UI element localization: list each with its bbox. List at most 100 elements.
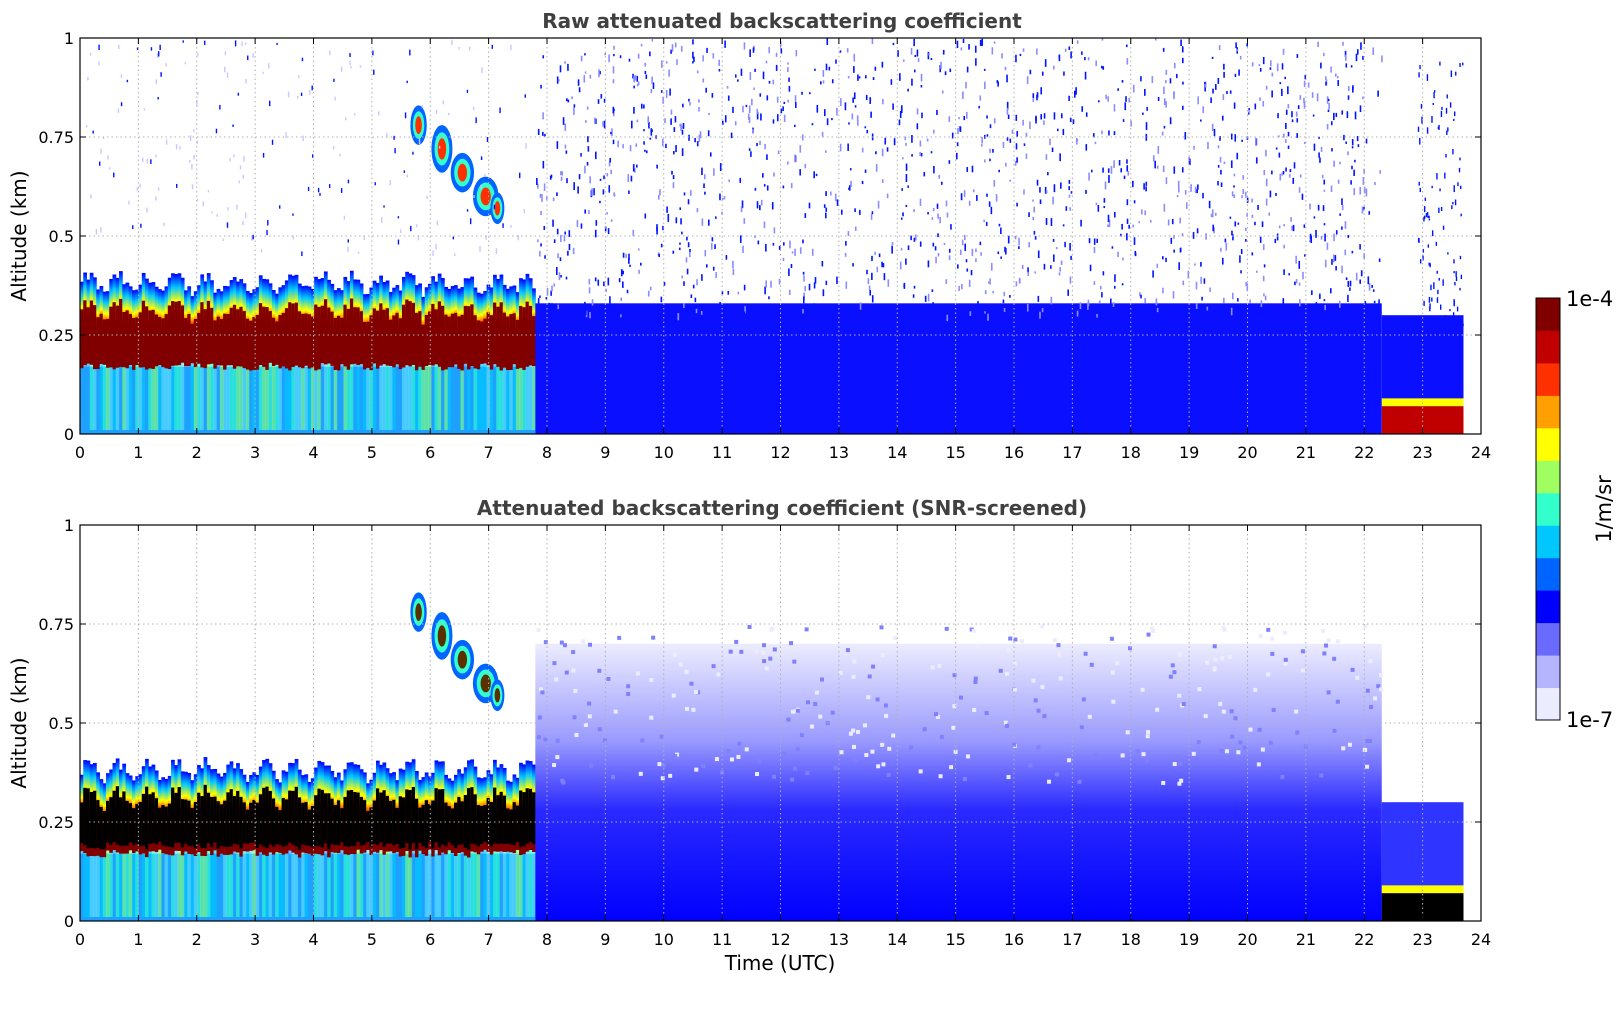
x-tick-label: 11 — [712, 443, 732, 462]
layer-core-column — [483, 805, 488, 842]
noise-speck — [853, 66, 855, 73]
mixed-layer-column — [356, 849, 361, 918]
noise-speck — [1112, 302, 1115, 307]
mixed-layer-column — [304, 365, 309, 431]
layer-core-column — [401, 304, 406, 360]
aerosol-blob-core — [494, 201, 501, 216]
noise-speck — [334, 96, 336, 101]
noise-speck — [1143, 183, 1145, 190]
noise-speck — [902, 59, 905, 62]
noise-speck — [776, 96, 779, 103]
noise-speck — [1095, 202, 1098, 206]
noise-speck — [635, 143, 638, 147]
layer-core-column — [275, 321, 279, 357]
noise-speck — [721, 291, 724, 295]
noise-speck — [550, 174, 553, 178]
noise-speck — [1212, 88, 1214, 94]
layer-core-column — [476, 320, 481, 362]
noise-speck — [761, 650, 766, 655]
noise-speck — [587, 701, 592, 706]
noise-speck — [763, 221, 766, 229]
x-tick: 4 — [308, 525, 319, 949]
noise-speck — [1088, 238, 1091, 244]
noise-speck — [1055, 247, 1058, 250]
noise-speck — [803, 292, 805, 300]
noise-speck — [182, 40, 184, 43]
noise-speck — [597, 279, 600, 286]
layer-core-column — [109, 797, 114, 845]
layer-core-column — [395, 312, 400, 357]
x-tick: 7 — [484, 38, 494, 462]
x-tick-label: 22 — [1354, 930, 1374, 949]
noise-speck — [808, 202, 811, 209]
noise-speck — [975, 644, 980, 649]
noise-speck — [245, 42, 247, 45]
noise-speck — [1007, 235, 1010, 244]
feature-screened-region — [535, 624, 1464, 921]
mixed-layer-column — [388, 365, 393, 431]
noise-speck — [540, 84, 542, 89]
mixed-layer-column — [301, 368, 305, 431]
noise-speck — [1034, 236, 1037, 240]
mixed-layer-column — [249, 370, 253, 431]
mixed-layer-column — [102, 364, 107, 431]
mixed-layer-column — [141, 367, 146, 431]
noise-speck — [1094, 141, 1097, 145]
x-tick-label: 23 — [1412, 930, 1432, 949]
layer-core-column — [395, 807, 400, 845]
x-tick-label: 6 — [425, 930, 435, 949]
mixed-layer-column — [151, 851, 156, 918]
noise-speck — [1069, 207, 1072, 211]
noise-speck — [799, 733, 804, 738]
noise-speck — [1227, 655, 1232, 660]
noise-speck — [635, 671, 640, 676]
noise-speck — [743, 42, 746, 50]
noise-speck — [1140, 76, 1142, 82]
noise-speck — [1259, 67, 1262, 72]
mixed-layer-column — [242, 851, 247, 918]
noise-speck — [1326, 96, 1329, 104]
noise-speck — [762, 173, 764, 178]
noise-speck — [1230, 734, 1235, 739]
noise-speck — [196, 99, 198, 106]
noise-speck — [704, 191, 706, 195]
noise-speck — [1169, 78, 1172, 84]
noise-speck — [855, 729, 860, 734]
noise-speck — [502, 223, 504, 228]
x-tick: 22 — [1354, 525, 1374, 949]
noise-speck — [649, 715, 654, 720]
mixed-layer-column — [301, 852, 305, 918]
x-tick: 9 — [600, 525, 610, 949]
noise-speck — [583, 74, 586, 83]
layer-core-column — [271, 798, 276, 847]
noise-speck — [1230, 133, 1233, 140]
noise-speck — [551, 303, 553, 310]
noise-speck — [759, 205, 761, 211]
noise-speck — [1145, 133, 1148, 141]
noise-speck — [824, 212, 827, 219]
noise-speck — [853, 53, 856, 62]
mixed-layer-column — [167, 854, 172, 918]
noise-speck — [670, 109, 673, 115]
mixed-layer-column — [401, 855, 406, 918]
mixed-layer-column — [421, 854, 426, 918]
noise-speck — [665, 89, 668, 98]
noise-speck — [1141, 752, 1146, 757]
noise-speck — [1326, 638, 1331, 643]
noise-speck — [1460, 213, 1462, 217]
noise-speck — [1264, 295, 1267, 301]
noise-speck — [1259, 97, 1261, 101]
noise-speck — [193, 154, 195, 160]
noise-speck — [630, 120, 633, 129]
noise-speck — [1239, 56, 1242, 60]
noise-speck — [671, 693, 676, 698]
noise-speck — [1234, 73, 1237, 77]
noise-speck — [1433, 92, 1435, 99]
noise-speck — [1015, 114, 1018, 121]
noise-speck — [686, 236, 688, 241]
noise-speck — [768, 80, 771, 84]
noise-speck — [1144, 297, 1146, 304]
layer-core-column — [86, 788, 91, 849]
noise-speck — [1019, 53, 1022, 57]
layer-core-column — [252, 799, 257, 843]
